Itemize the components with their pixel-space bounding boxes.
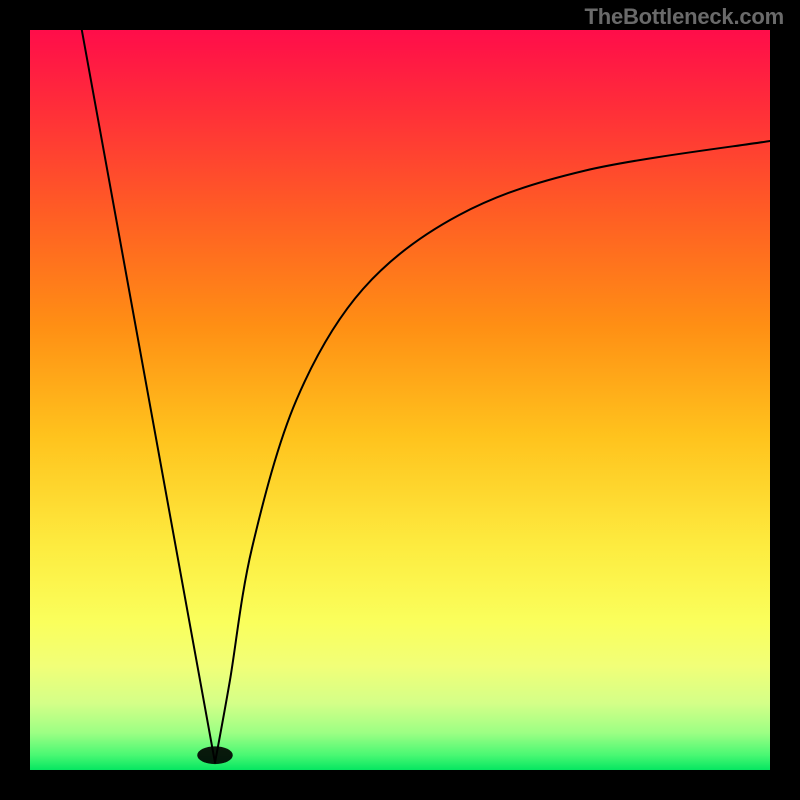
chart-container: TheBottleneck.com bbox=[0, 0, 800, 800]
watermark-text: TheBottleneck.com bbox=[584, 4, 784, 30]
vertex-marker bbox=[197, 746, 233, 764]
plot-svg bbox=[30, 30, 770, 770]
gradient-background bbox=[30, 30, 770, 770]
plot-area bbox=[30, 30, 770, 770]
